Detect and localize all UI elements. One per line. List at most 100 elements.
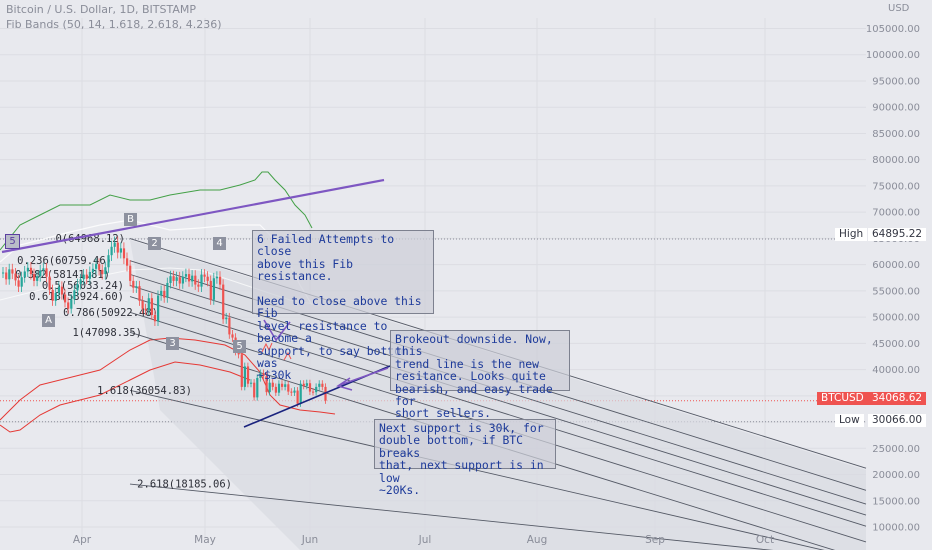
- candle-body: [150, 298, 153, 316]
- fib-channel-line: [129, 483, 774, 550]
- candle-body: [265, 375, 268, 393]
- y-tick-label: 85000.00: [872, 129, 920, 140]
- high-value-tag: 64895.22: [868, 228, 927, 241]
- y-tick-label: 40000.00: [872, 365, 920, 376]
- candle-body: [98, 264, 101, 270]
- candle-body: [274, 386, 277, 393]
- candle-body: [256, 377, 259, 398]
- candle-body: [284, 384, 287, 387]
- candle-body: [166, 282, 169, 298]
- candle-body: [132, 280, 135, 288]
- y-tick-label: 20000.00: [872, 470, 920, 481]
- candle-body: [194, 275, 197, 285]
- candle-body: [299, 383, 302, 404]
- candle-body: [203, 274, 206, 277]
- candle-body: [250, 382, 253, 384]
- fib-channel-line: [129, 296, 867, 527]
- candle-body: [318, 383, 321, 387]
- candle-body: [129, 265, 132, 281]
- candle-body: [126, 258, 129, 266]
- candle-body: [141, 300, 144, 309]
- fib-resistance-note[interactable]: 6 Failed Attempts to close above this Fi…: [252, 230, 434, 382]
- candle-body: [116, 242, 119, 253]
- candle-body: [268, 382, 271, 393]
- candle-body: [262, 373, 265, 376]
- lower-fib-band: [0, 337, 336, 421]
- candle-body: [287, 384, 290, 392]
- x-tick-label: Oct: [756, 534, 774, 546]
- y-tick-label: 60000.00: [872, 260, 920, 271]
- candle-body: [212, 278, 215, 300]
- candle-body: [296, 390, 299, 404]
- low-label-tag: Low: [835, 414, 864, 427]
- candle-body: [51, 289, 54, 301]
- y-tick-label: 10000.00: [872, 523, 920, 534]
- candle-body: [76, 284, 79, 291]
- wave-label-a: A: [42, 314, 55, 327]
- candle-body: [95, 264, 98, 269]
- y-tick-label: 70000.00: [872, 208, 920, 219]
- y-tick-label: 105000.00: [866, 24, 920, 35]
- candle-body: [42, 268, 45, 271]
- upper-fib-band: [0, 171, 313, 251]
- candle-body: [215, 276, 219, 279]
- candle-body: [14, 273, 17, 281]
- x-tick-label: Sep: [645, 534, 665, 546]
- candle-body: [54, 292, 57, 301]
- candle-body: [33, 274, 36, 281]
- candle-body: [144, 308, 147, 311]
- candle-body: [160, 290, 163, 296]
- red-marker-icon: [261, 342, 273, 353]
- y-tick-label: 90000.00: [872, 103, 920, 114]
- fib-level-label: 0(64968.12): [55, 233, 125, 245]
- candle-body: [29, 267, 33, 275]
- candle-body: [290, 391, 293, 393]
- candle-body: [231, 334, 234, 338]
- candle-body: [36, 276, 39, 281]
- next-support-note[interactable]: Next support is 30k, for double bottom, …: [374, 419, 556, 496]
- resistance-trendline: [1, 178, 385, 254]
- candle-body: [308, 383, 312, 392]
- fib-level-label: 0.618(53924.60): [29, 291, 124, 303]
- x-tick-label: Jul: [418, 534, 432, 546]
- candle-body: [197, 284, 200, 287]
- y-tick-label: 100000.00: [866, 50, 920, 61]
- down-arrow-icon: [263, 319, 291, 342]
- fib-channel-line: [129, 389, 825, 550]
- candle-body: [206, 276, 209, 281]
- lower-outer-band: [0, 361, 251, 433]
- candle-body: [219, 276, 222, 285]
- candle-body: [135, 286, 138, 288]
- candle-body: [48, 276, 51, 290]
- candle-body: [107, 255, 110, 268]
- x-tick-label: Apr: [73, 534, 92, 546]
- indicator-legend: Fib Bands (50, 14, 1.618, 2.618, 4.236): [6, 18, 222, 31]
- candle-body: [321, 383, 324, 387]
- candle-body: [2, 272, 5, 274]
- candle-body: [67, 302, 70, 309]
- candle-body: [153, 315, 157, 322]
- fib-channel-line: [129, 285, 867, 516]
- candle-body: [243, 366, 246, 387]
- candle-body: [26, 267, 29, 272]
- candle-body: [225, 317, 228, 320]
- fib-level-label: 1.618(36054.83): [97, 385, 192, 397]
- candle-body: [253, 382, 256, 398]
- candle-body: [138, 286, 141, 301]
- wave-label-2: 2: [148, 237, 161, 250]
- candle-body: [119, 248, 122, 253]
- candle-body: [104, 267, 107, 275]
- candle-body: [302, 383, 305, 386]
- candle-body: [246, 366, 250, 384]
- candle-body: [85, 274, 88, 279]
- chart-title: Bitcoin / U.S. Dollar, 1D, BITSTAMP: [6, 3, 196, 16]
- breakout-note[interactable]: Brokeout downside. Now, this trend line …: [390, 330, 570, 420]
- candle-body: [281, 383, 284, 387]
- candle-body: [122, 248, 126, 259]
- candle-body: [60, 286, 64, 295]
- candle-body: [271, 382, 274, 387]
- candle-body: [91, 268, 95, 272]
- high-label-tag: High: [835, 228, 868, 241]
- candle-body: [101, 269, 104, 275]
- fib-channel-shade: [130, 240, 866, 550]
